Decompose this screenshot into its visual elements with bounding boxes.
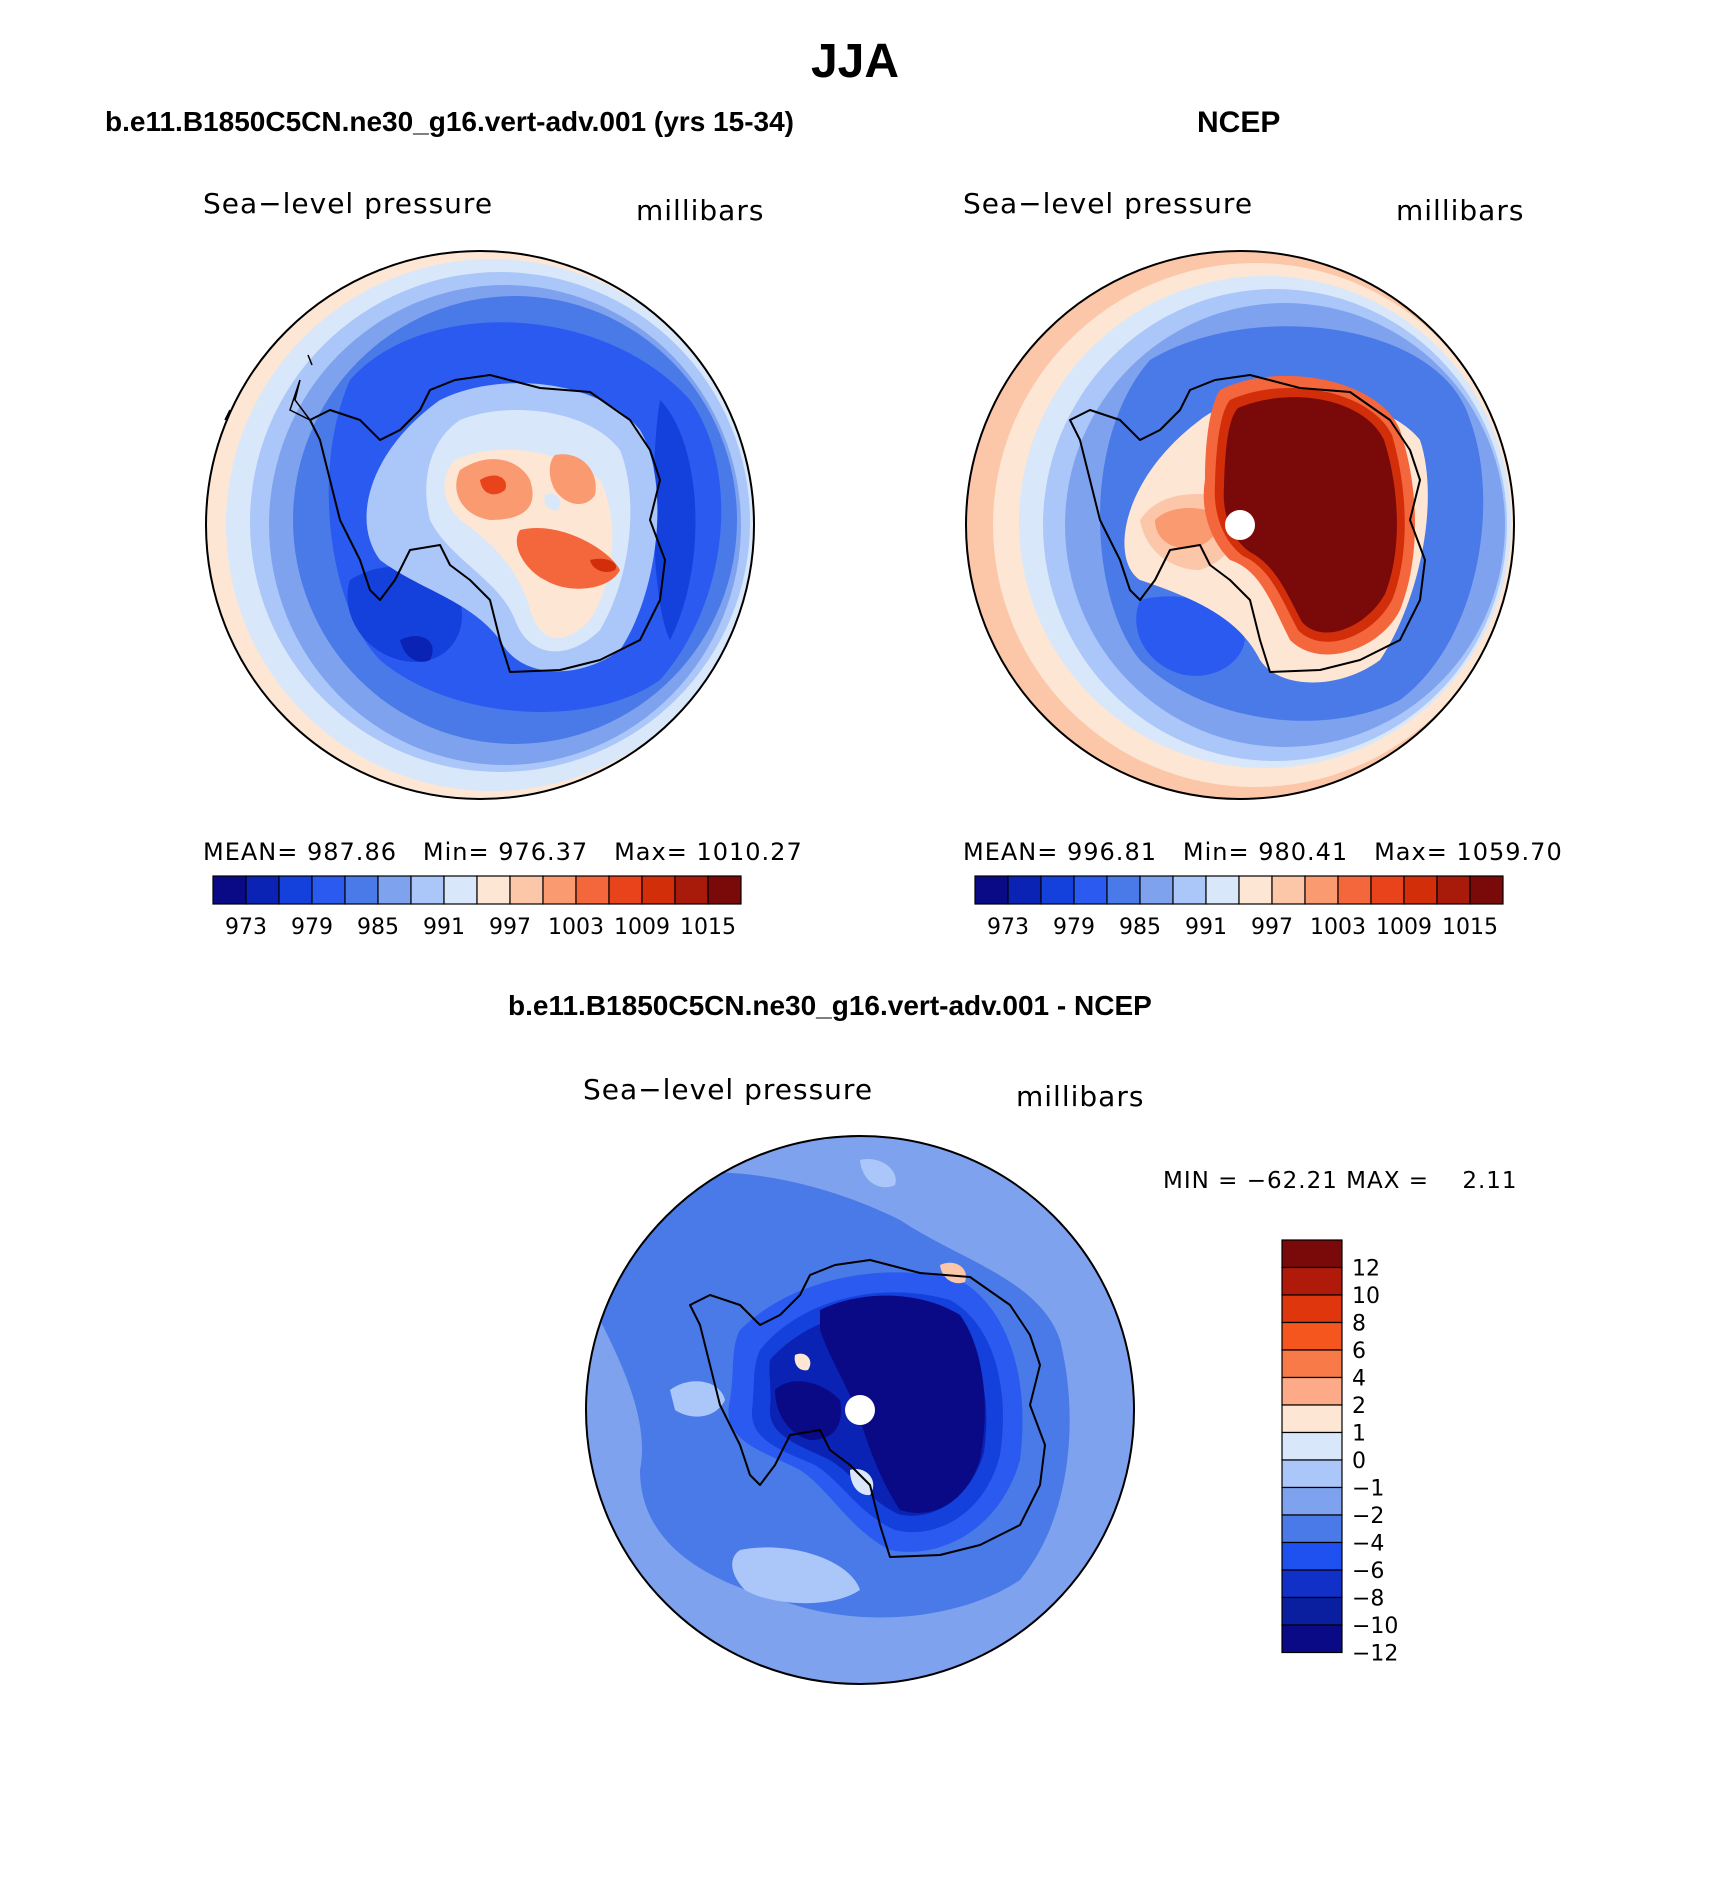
ncep-mean-label: MEAN= bbox=[963, 838, 1059, 866]
ncep-max-label: Max= bbox=[1374, 838, 1448, 866]
model-colorbar-tick-label: 991 bbox=[423, 915, 465, 940]
model-min-value: 976.37 bbox=[498, 838, 589, 866]
ncep-colorbar-tick-label: 973 bbox=[987, 915, 1029, 940]
ncep-colorbar-swatch bbox=[1469, 875, 1504, 905]
model-colorbar-tick-label: 1009 bbox=[614, 915, 670, 940]
ncep-stats: MEAN= 996.81 Min= 980.41 Max= 1059.70 bbox=[963, 838, 1563, 866]
model-mean-label: MEAN= bbox=[203, 838, 299, 866]
ncep-colorbar: 973 979 985 991 997 1003 1009 1015 bbox=[974, 875, 1504, 940]
model-panel-title: b.e11.B1850C5CN.ne30_g16.vert-adv.001 (y… bbox=[105, 106, 794, 137]
ncep-mean-value: 996.81 bbox=[1067, 838, 1157, 866]
ncep-colorbar-tick-label: 997 bbox=[1251, 915, 1293, 940]
diff-colorbar-swatch bbox=[1281, 1486, 1343, 1516]
diff-colorbar-label: −12 bbox=[1352, 1642, 1398, 1667]
diff-colorbar-label: −2 bbox=[1352, 1504, 1384, 1529]
diff-colorbar-swatch bbox=[1281, 1266, 1343, 1296]
ncep-colorbar-tick-label: 979 bbox=[1053, 915, 1095, 940]
model-colorbar-swatch bbox=[278, 875, 313, 905]
model-colorbar-swatch bbox=[443, 875, 478, 905]
ncep-min-label: Min= bbox=[1182, 838, 1250, 866]
diff-colorbar-label: −8 bbox=[1352, 1587, 1384, 1612]
model-max-value: 1010.27 bbox=[696, 838, 803, 866]
model-colorbar-swatch bbox=[377, 875, 412, 905]
diff-colorbar-swatch bbox=[1281, 1349, 1343, 1379]
ncep-colorbar-tick-label: 1015 bbox=[1442, 915, 1498, 940]
diff-colorbar-swatch bbox=[1281, 1239, 1343, 1269]
diff-colorbar-swatch bbox=[1281, 1514, 1343, 1544]
model-colorbar-swatch bbox=[575, 875, 610, 905]
model-right-label: millibars bbox=[636, 194, 765, 227]
model-colorbar-swatch bbox=[674, 875, 709, 905]
model-colorbar-tick-label: 979 bbox=[291, 915, 333, 940]
model-colorbar-swatch bbox=[245, 875, 280, 905]
diff-panel-title: b.e11.B1850C5CN.ne30_g16.vert-adv.001 - … bbox=[508, 990, 1152, 1021]
diff-colorbar-label: −4 bbox=[1352, 1532, 1384, 1557]
model-colorbar-swatch bbox=[212, 875, 247, 905]
ncep-colorbar-swatch bbox=[1106, 875, 1141, 905]
model-colorbar-tick-label: 1015 bbox=[680, 915, 736, 940]
ncep-colorbar-swatch bbox=[1304, 875, 1339, 905]
diff-colorbar-label: −6 bbox=[1352, 1559, 1384, 1584]
diff-colorbar-label: 6 bbox=[1352, 1339, 1366, 1364]
page-title: JJA bbox=[810, 35, 900, 88]
model-colorbar-swatch bbox=[707, 875, 742, 905]
diff-colorbar-label: 0 bbox=[1352, 1449, 1366, 1474]
model-left-label: Sea−level pressure bbox=[203, 187, 494, 220]
diff-colorbar-label: 10 bbox=[1352, 1284, 1380, 1309]
diff-colorbar-label: −10 bbox=[1352, 1614, 1398, 1639]
model-stats: MEAN= 987.86 Min= 976.37 Max= 1010.27 bbox=[203, 838, 803, 866]
model-colorbar-tick-label: 973 bbox=[225, 915, 267, 940]
model-colorbar-tick-label: 997 bbox=[489, 915, 531, 940]
model-colorbar-swatch bbox=[476, 875, 511, 905]
ncep-left-label: Sea−level pressure bbox=[963, 187, 1254, 220]
diff-colorbar-swatch bbox=[1281, 1541, 1343, 1571]
diff-colorbar-swatch bbox=[1281, 1376, 1343, 1406]
diff-colorbar-swatch bbox=[1281, 1569, 1343, 1599]
diff-colorbar-label: 1 bbox=[1352, 1422, 1366, 1447]
diff-colorbar-swatch bbox=[1281, 1431, 1343, 1461]
ncep-colorbar-swatch bbox=[1040, 875, 1075, 905]
model-colorbar-tick-label: 1003 bbox=[548, 915, 604, 940]
diff-colorbar-label: 12 bbox=[1352, 1257, 1380, 1282]
model-max-label: Max= bbox=[614, 838, 688, 866]
ncep-colorbar-tick-label: 985 bbox=[1119, 915, 1161, 940]
diff-colorbar-swatch bbox=[1281, 1596, 1343, 1626]
model-min-label: Min= bbox=[422, 838, 490, 866]
model-colorbar-swatch bbox=[344, 875, 379, 905]
diff-colorbar-label: 8 bbox=[1352, 1312, 1366, 1337]
ncep-colorbar-tick-label: 1003 bbox=[1310, 915, 1366, 940]
diff-colorbar-label: 2 bbox=[1352, 1394, 1366, 1419]
diff-colorbar-swatch bbox=[1281, 1624, 1343, 1654]
model-colorbar-tick-label: 985 bbox=[357, 915, 399, 940]
ncep-colorbar-swatch bbox=[1139, 875, 1174, 905]
diff-colorbar-label: −1 bbox=[1352, 1477, 1384, 1502]
model-colorbar-swatch bbox=[641, 875, 676, 905]
diff-right-label: millibars bbox=[1016, 1080, 1145, 1113]
ncep-colorbar-swatch bbox=[1007, 875, 1042, 905]
ncep-max-value: 1059.70 bbox=[1456, 838, 1563, 866]
ncep-colorbar-tick-label: 991 bbox=[1185, 915, 1227, 940]
model-colorbar: 973 979 985 991 997 1003 1009 1015 bbox=[212, 875, 742, 940]
diff-colorbar-swatch bbox=[1281, 1294, 1343, 1324]
model-mean-value: 987.86 bbox=[307, 838, 397, 866]
diff-left-label: Sea−level pressure bbox=[583, 1073, 874, 1106]
ncep-colorbar-swatch bbox=[1205, 875, 1240, 905]
ncep-right-label: millibars bbox=[1396, 194, 1525, 227]
ncep-panel-title: NCEP bbox=[1197, 106, 1281, 139]
ncep-colorbar-tick-label: 1009 bbox=[1376, 915, 1432, 940]
diff-colorbar-swatch bbox=[1281, 1404, 1343, 1434]
diff-colorbar-swatch bbox=[1281, 1459, 1343, 1489]
model-colorbar-swatch bbox=[311, 875, 346, 905]
ncep-colorbar-swatch bbox=[1172, 875, 1207, 905]
diff-colorbar-label: 4 bbox=[1352, 1367, 1366, 1392]
diff-minmax: MIN = −62.21 MAX = 2.11 bbox=[1163, 1168, 1518, 1194]
ncep-min-value: 980.41 bbox=[1258, 838, 1349, 866]
ncep-colorbar-swatch bbox=[1370, 875, 1405, 905]
diff-colorbar-swatch bbox=[1281, 1321, 1343, 1351]
